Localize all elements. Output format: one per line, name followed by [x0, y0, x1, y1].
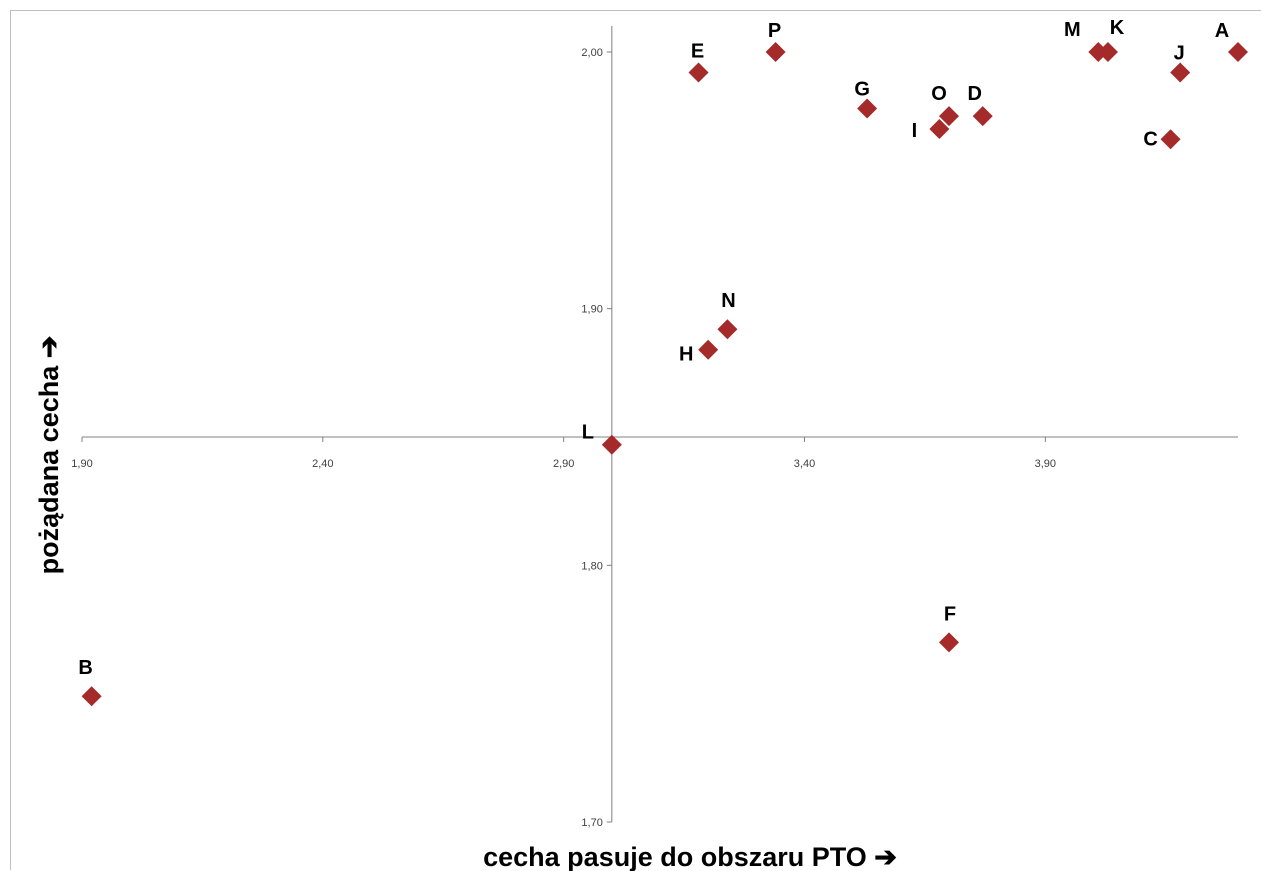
data-points: A B C D E F G H I J K L M N O P [78, 17, 1248, 707]
x-tick-label: 2,40 [312, 458, 333, 470]
point-label-o: O [931, 83, 947, 105]
point-label-a: A [1215, 20, 1229, 42]
x-axis-ticks: 1,90 2,40 2,90 3,40 3,90 [71, 437, 1056, 470]
chart-frame [10, 10, 1261, 870]
data-point-g [857, 98, 878, 119]
point-label-k: K [1110, 17, 1125, 39]
point-label-f: F [944, 603, 956, 625]
y-tick-label: 2,00 [581, 47, 602, 59]
data-point-f [939, 632, 959, 653]
y-axis-ticks: 2,00 1,90 1,80 1,70 [581, 47, 612, 829]
point-label-g: G [854, 78, 870, 100]
y-tick-label: 1,80 [581, 560, 602, 572]
x-tick-label: 3,40 [794, 458, 815, 470]
y-tick-label: 1,90 [581, 304, 602, 316]
data-point-l [601, 434, 622, 455]
point-label-j: J [1174, 43, 1185, 65]
data-point-b [81, 686, 102, 707]
point-label-i: I [912, 120, 918, 142]
point-label-b: B [78, 657, 92, 679]
point-label-d: D [967, 83, 981, 105]
point-label-p: P [768, 20, 781, 42]
data-point-c [1160, 129, 1181, 150]
x-tick-label: 1,90 [71, 458, 92, 470]
data-point-a [1228, 42, 1248, 62]
data-point-o [939, 106, 959, 127]
y-tick-label: 1,70 [581, 817, 602, 829]
data-point-e [688, 62, 709, 83]
x-axis-title: cecha pasuje do obszaru PTO ➔ [483, 842, 897, 871]
y-axis-title: pożądana cecha ➔ [34, 336, 64, 575]
axes [82, 26, 1238, 822]
point-label-l: L [582, 422, 594, 444]
data-point-n [717, 319, 738, 340]
point-label-h: H [679, 344, 693, 366]
data-point-d [972, 106, 993, 127]
data-point-j [1170, 62, 1191, 83]
point-label-e: E [691, 41, 704, 63]
x-tick-label: 2,90 [553, 458, 574, 470]
x-tick-label: 3,90 [1035, 458, 1056, 470]
point-label-m: M [1064, 19, 1081, 41]
data-point-p [765, 42, 786, 62]
data-point-m [1088, 42, 1109, 62]
point-label-n: N [721, 290, 735, 312]
point-label-c: C [1143, 128, 1157, 150]
data-point-h [698, 339, 719, 360]
data-point-i [929, 119, 950, 139]
